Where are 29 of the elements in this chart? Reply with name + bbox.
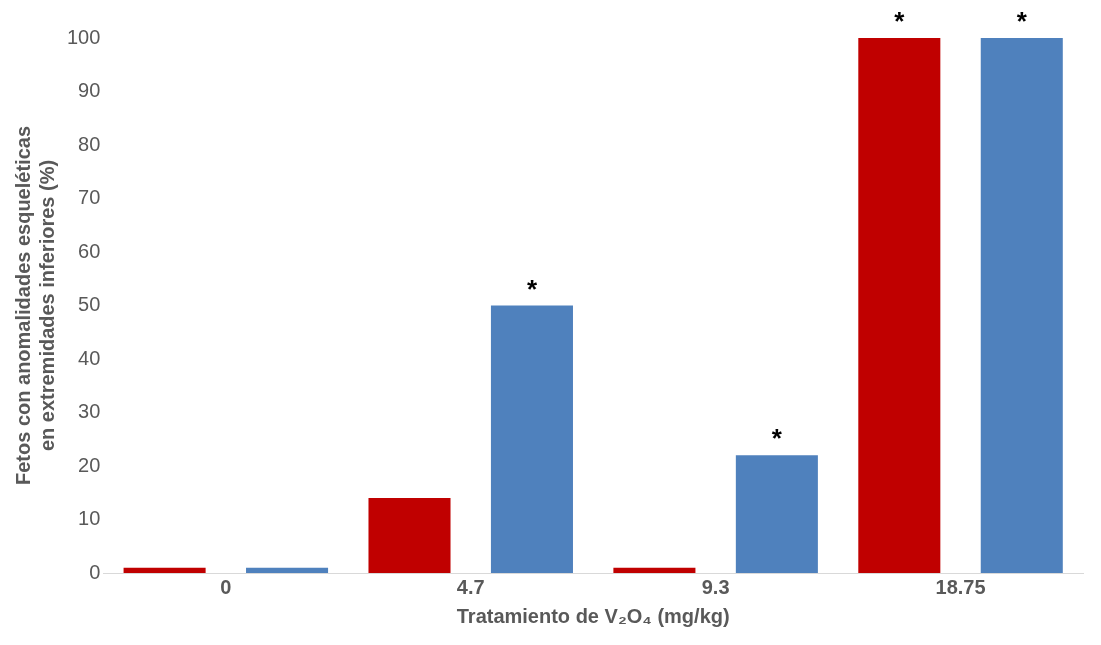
y-tick-label: 40 [78, 346, 101, 369]
y-tick-label: 20 [78, 453, 101, 476]
y-tick-label: 0 [89, 560, 101, 583]
x-tick-label: 0 [220, 575, 232, 598]
bar [490, 305, 573, 573]
bar [980, 38, 1063, 573]
y-tick-label: 10 [78, 507, 101, 530]
bar [246, 567, 329, 573]
data-label: * [526, 273, 538, 304]
bar [368, 498, 451, 573]
bar [858, 38, 941, 573]
x-axis-title: Tratamiento de V₂O₄ (mg/kg) [456, 604, 730, 627]
x-tick-label: 9.3 [701, 575, 730, 598]
y-tick-label: 70 [78, 186, 101, 209]
bar [613, 567, 696, 573]
x-tick-label: 4.7 [456, 575, 485, 598]
y-tick-label: 90 [78, 79, 101, 102]
data-label: * [894, 6, 906, 37]
y-tick-label: 30 [78, 400, 101, 423]
data-label: * [771, 423, 783, 454]
y-axis-title: Fetos con anomalidades esqueléticas en extremidades inferiores (%) [11, 125, 58, 486]
x-tick-label: 18.75 [935, 575, 986, 598]
bar [123, 567, 206, 573]
y-tick-label: 80 [78, 132, 101, 155]
y-tick-label: 50 [78, 293, 101, 316]
y-tick-label: 100 [66, 25, 101, 48]
data-label: * [1016, 6, 1028, 37]
bar [735, 455, 818, 573]
y-tick-label: 60 [78, 239, 101, 262]
